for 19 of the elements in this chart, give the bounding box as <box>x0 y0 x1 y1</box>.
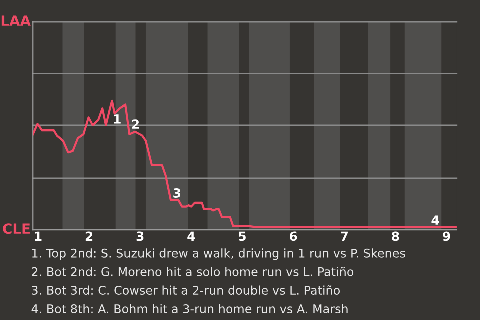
annotation: 4 <box>432 216 440 225</box>
x-tick-label: 6 <box>290 232 298 242</box>
text: 3. Bot 3rd: C. Cowser hit a 2-run double vs L. Patiño <box>32 286 340 295</box>
x-tick-label: 3 <box>136 232 144 242</box>
text: 1. Top 2nd: S. Suzuki drew a walk, driving in 1 run vs P. Skenes <box>32 248 406 260</box>
x-tick-label: 7 <box>341 232 348 241</box>
x-tick-label: 2 <box>86 232 93 241</box>
x-tick-label: 5 <box>239 232 246 242</box>
annotation: 3 <box>174 188 180 198</box>
x-tick-label: 9 <box>443 232 450 242</box>
x-tick-label: 8 <box>392 232 400 242</box>
x-tick-label: 4 <box>188 232 196 241</box>
annotation: 1 <box>114 114 121 124</box>
text: LAA <box>2 16 31 26</box>
x-tick-label: 1 <box>35 232 42 241</box>
text: 2. Bot 2nd: G. Moreno hit a solo home run vs L. Patiño <box>32 266 354 276</box>
text: CLE <box>3 224 30 234</box>
text: 4. Bot 8th: A. Bohm hit a 3-run home run vs A. Marsh <box>32 304 348 314</box>
annotation: 2 <box>132 120 140 129</box>
